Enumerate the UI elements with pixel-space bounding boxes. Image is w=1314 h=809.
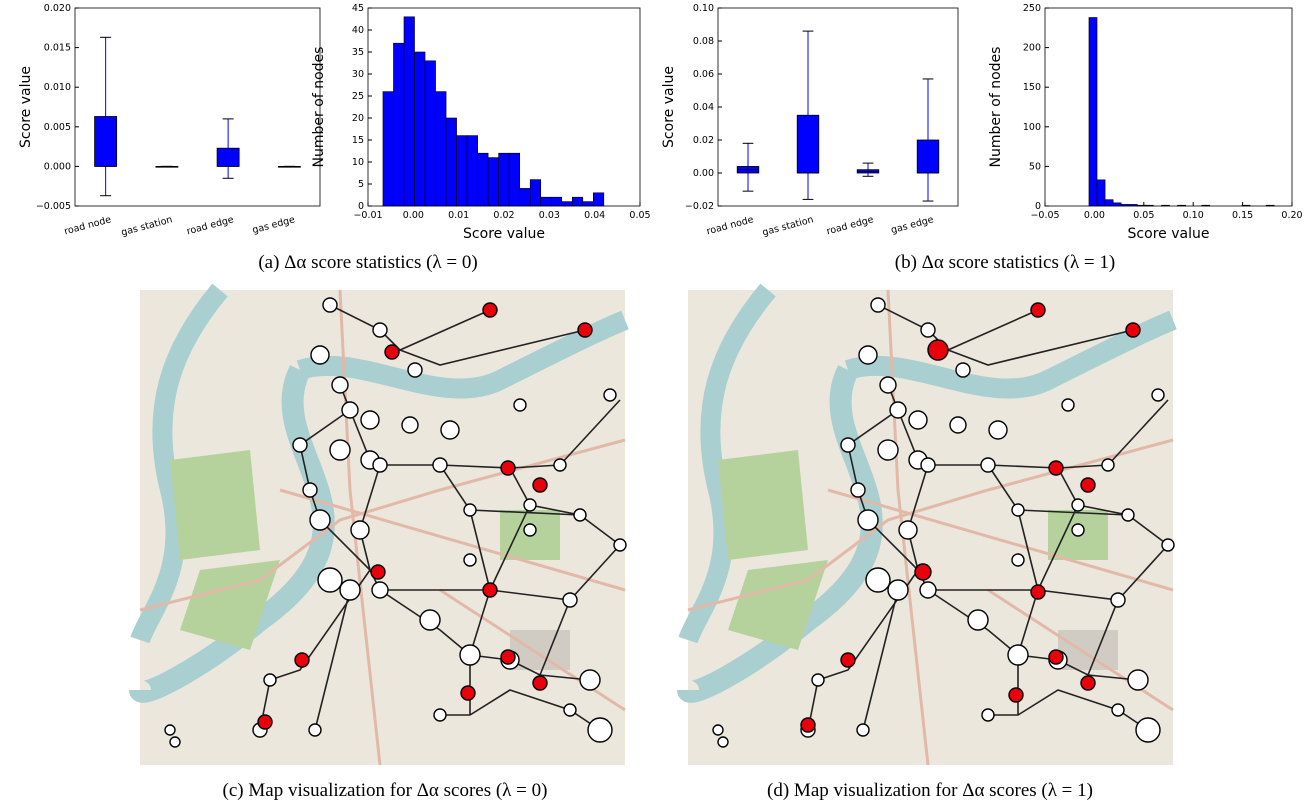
y-tick-label: 0.00 bbox=[693, 168, 714, 179]
y-tick-label: −0.005 bbox=[36, 201, 71, 212]
x-tick-label: −0.05 bbox=[1030, 210, 1059, 221]
x-tick-label: 0.02 bbox=[493, 210, 514, 221]
y-tick-label: 25 bbox=[352, 91, 364, 102]
y-tick-label: 0.015 bbox=[44, 43, 71, 54]
bar bbox=[415, 52, 426, 206]
bar bbox=[457, 136, 468, 206]
y-tick-label: 15 bbox=[352, 135, 364, 146]
bar bbox=[593, 193, 604, 206]
map-d bbox=[688, 290, 1174, 765]
y-tick-label: 0.020 bbox=[44, 3, 71, 14]
bar bbox=[393, 43, 404, 206]
y-tick-label: 0.005 bbox=[44, 122, 71, 133]
bar bbox=[562, 202, 573, 206]
y-tick-label: 20 bbox=[352, 113, 364, 124]
bar bbox=[425, 61, 436, 206]
bar bbox=[1089, 18, 1097, 206]
plot-frame bbox=[1045, 8, 1292, 206]
y-tick-label: 200 bbox=[1023, 43, 1041, 54]
x-axis-label: Score value bbox=[463, 226, 545, 242]
y-tick-label: 35 bbox=[352, 47, 364, 58]
y-tick-label: 0.06 bbox=[693, 69, 714, 80]
x-tick-label: gas station bbox=[761, 214, 815, 238]
y-tick-label: 40 bbox=[352, 25, 364, 36]
box bbox=[917, 140, 939, 173]
x-tick-label: 0.05 bbox=[629, 210, 650, 221]
plot-frame bbox=[75, 8, 320, 206]
y-axis-label: Score value bbox=[18, 66, 34, 148]
x-tick-label: 0.03 bbox=[539, 210, 560, 221]
bar bbox=[530, 180, 541, 206]
y-tick-label: 0.010 bbox=[44, 82, 71, 93]
map-c bbox=[140, 290, 626, 765]
x-tick-label: 0.00 bbox=[1084, 210, 1105, 221]
bar bbox=[383, 92, 394, 206]
y-tick-label: −0.02 bbox=[685, 201, 714, 212]
x-tick-label: gas edge bbox=[251, 214, 296, 236]
y-axis-label: Score value bbox=[661, 66, 677, 148]
x-tick-label: 0.04 bbox=[584, 210, 605, 221]
y-tick-label: 5 bbox=[358, 179, 364, 190]
caption: (d) Map visualization for Δα scores (λ =… bbox=[767, 780, 1093, 801]
bar bbox=[446, 118, 457, 206]
bar bbox=[541, 197, 552, 206]
x-axis-label: Score value bbox=[1128, 226, 1210, 242]
y-tick-label: 150 bbox=[1023, 82, 1041, 93]
plot-frame bbox=[718, 8, 958, 206]
bar bbox=[1105, 200, 1113, 206]
y-tick-label: 250 bbox=[1023, 3, 1041, 14]
bar bbox=[436, 92, 447, 206]
y-axis-label: Number of nodes bbox=[988, 47, 1004, 168]
x-tick-label: 0.15 bbox=[1232, 210, 1253, 221]
x-tick-label: 0.00 bbox=[403, 210, 424, 221]
y-tick-label: 0.08 bbox=[693, 36, 714, 47]
x-tick-label: road edge bbox=[825, 214, 874, 237]
bar bbox=[583, 202, 594, 206]
y-tick-label: 0.000 bbox=[44, 161, 71, 172]
bar bbox=[404, 17, 415, 206]
box bbox=[797, 115, 819, 173]
caption: (c) Map visualization for Δα scores (λ =… bbox=[223, 780, 548, 801]
y-tick-label: 0.10 bbox=[693, 3, 714, 14]
x-tick-label: 0.01 bbox=[448, 210, 469, 221]
bar bbox=[1097, 180, 1105, 206]
x-tick-label: road edge bbox=[186, 214, 235, 237]
caption: (a) Δα score statistics (λ = 0) bbox=[258, 252, 477, 273]
y-tick-label: 0.04 bbox=[693, 102, 714, 113]
box bbox=[95, 117, 117, 167]
bar bbox=[551, 197, 562, 206]
x-tick-label: gas edge bbox=[890, 214, 935, 236]
bar bbox=[499, 153, 510, 206]
bar bbox=[488, 158, 499, 206]
bar bbox=[1113, 203, 1121, 206]
figure-canvas: (a) Δα score statistics (λ = 0) (b) Δα s… bbox=[0, 0, 1314, 809]
x-tick-label: 0.05 bbox=[1133, 210, 1154, 221]
x-tick-label: road node bbox=[705, 214, 754, 237]
figure: (a) Δα score statistics (λ = 0) (b) Δα s… bbox=[0, 0, 1314, 809]
y-tick-label: 30 bbox=[352, 69, 364, 80]
bar bbox=[520, 188, 531, 206]
y-tick-label: 100 bbox=[1023, 122, 1041, 133]
x-tick-label: road node bbox=[63, 214, 112, 237]
x-tick-label: gas station bbox=[120, 214, 174, 238]
x-tick-label: 0.10 bbox=[1183, 210, 1204, 221]
box bbox=[217, 148, 239, 166]
x-tick-label: 0.20 bbox=[1281, 210, 1302, 221]
bar bbox=[467, 136, 478, 206]
bar bbox=[572, 197, 583, 206]
bar bbox=[509, 153, 520, 206]
y-tick-label: 10 bbox=[352, 157, 364, 168]
y-axis-label: Number of nodes bbox=[311, 47, 327, 168]
bar bbox=[478, 153, 489, 206]
y-tick-label: 0.02 bbox=[693, 135, 714, 146]
y-tick-label: 50 bbox=[1029, 161, 1041, 172]
caption: (b) Δα score statistics (λ = 1) bbox=[895, 252, 1115, 273]
y-tick-label: 45 bbox=[352, 3, 364, 14]
x-tick-label: −0.01 bbox=[353, 210, 382, 221]
